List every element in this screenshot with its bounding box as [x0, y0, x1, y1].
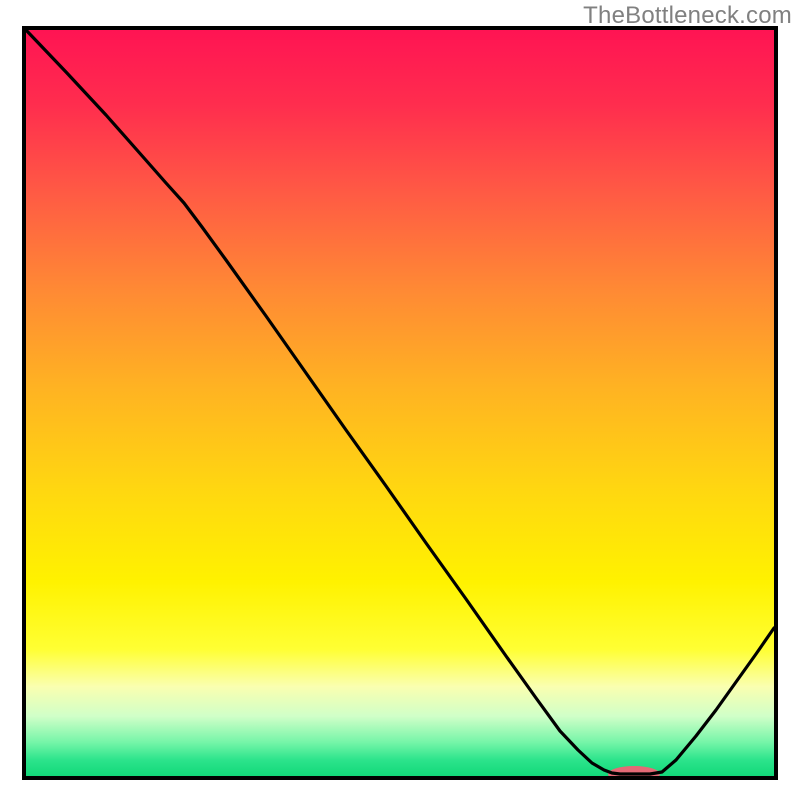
chart-frame — [22, 26, 778, 780]
curve-layer — [26, 30, 774, 776]
bottleneck-curve — [26, 30, 774, 774]
watermark-text: TheBottleneck.com — [583, 2, 792, 30]
